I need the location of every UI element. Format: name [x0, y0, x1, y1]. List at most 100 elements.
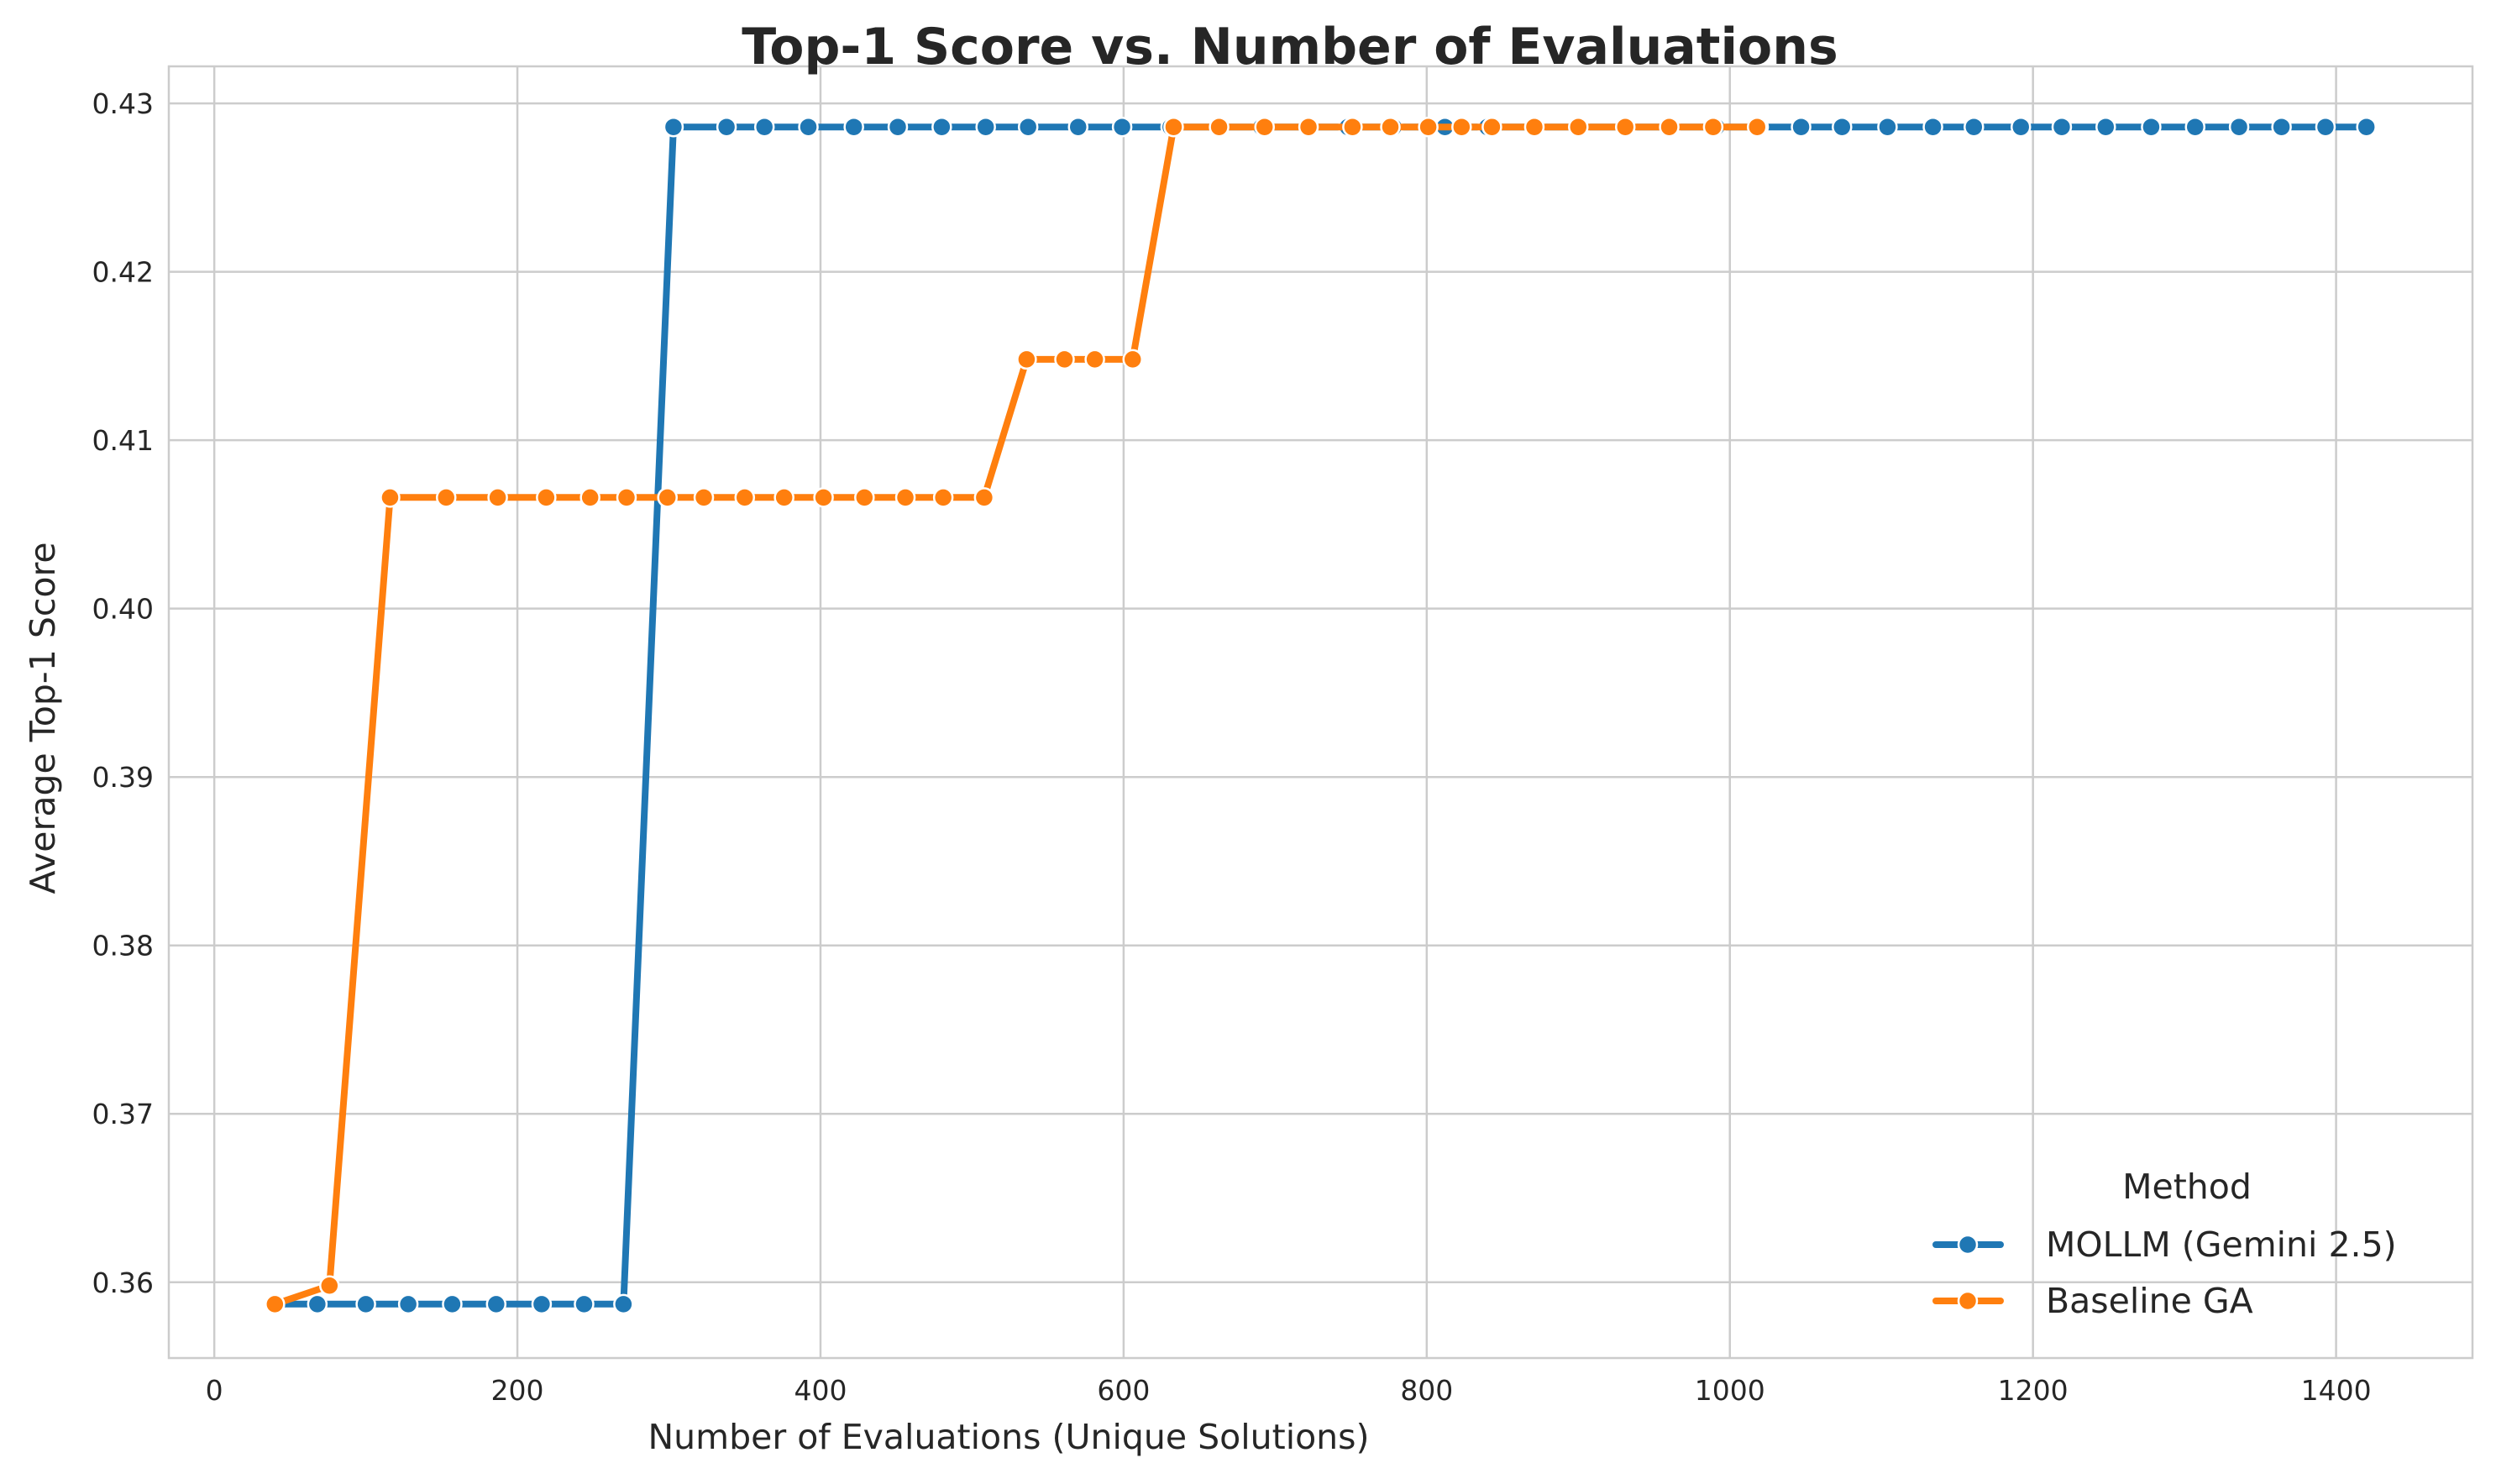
data-point — [442, 1293, 463, 1315]
data-point — [1017, 116, 1039, 138]
data-point — [2141, 116, 2162, 138]
data-point — [536, 487, 557, 508]
data-point — [2271, 116, 2292, 138]
data-point — [1054, 349, 1075, 370]
x-tick-label: 0 — [206, 1374, 223, 1407]
x-tick-label: 800 — [1400, 1374, 1453, 1407]
data-point — [487, 487, 508, 508]
data-point — [1877, 116, 1898, 138]
y-axis-label: Average Top-1 Score — [23, 542, 63, 894]
legend-title: Method — [2122, 1167, 2252, 1207]
data-point — [1702, 116, 1724, 138]
data-point — [1254, 116, 1275, 138]
y-tick-label: 0.41 — [92, 424, 154, 457]
data-point — [319, 1275, 340, 1297]
x-axis-label: Number of Evaluations (Unique Solutions) — [648, 1417, 1369, 1457]
data-point — [734, 487, 755, 508]
data-point — [1016, 349, 1037, 370]
data-point — [1922, 116, 1943, 138]
data-point — [1451, 116, 1472, 138]
y-tick-label: 0.43 — [92, 87, 154, 120]
data-point — [1481, 116, 1502, 138]
data-point — [616, 487, 637, 508]
series-baseline-ga — [265, 116, 1768, 1315]
data-point — [397, 1293, 419, 1315]
data-point — [1568, 116, 1589, 138]
data-point — [1342, 116, 1363, 138]
data-point — [975, 116, 996, 138]
x-tick-label: 600 — [1097, 1374, 1150, 1407]
data-point — [613, 1293, 634, 1315]
x-tick-label: 1000 — [1695, 1374, 1765, 1407]
data-point — [854, 487, 875, 508]
y-tick-label: 0.36 — [92, 1266, 154, 1299]
y-tick-label: 0.39 — [92, 761, 154, 794]
series-layer — [265, 116, 2377, 1315]
y-tick-label: 0.42 — [92, 256, 154, 289]
x-tick-label: 1400 — [2301, 1374, 2372, 1407]
data-point — [1209, 116, 1230, 138]
data-point — [894, 487, 916, 508]
data-point — [1659, 116, 1680, 138]
data-point — [2010, 116, 2032, 138]
data-point — [1122, 349, 1143, 370]
data-point — [1614, 116, 1636, 138]
data-point — [265, 1293, 286, 1315]
legend-label: MOLLM (Gemini 2.5) — [2046, 1224, 2397, 1265]
chart-title: Top-1 Score vs. Number of Evaluations — [742, 18, 1838, 76]
data-point — [813, 487, 834, 508]
data-point — [355, 1293, 376, 1315]
data-point — [307, 1293, 328, 1315]
tick-labels: 0 200 400 600 800 1000 1200 1400 0.36 0.37 0.38 0.3… — [92, 87, 2372, 1407]
data-point — [932, 487, 954, 508]
legend: Method MOLLM (Gemini 2.5) Baseline GA — [1932, 1167, 2397, 1321]
data-point — [1746, 116, 1768, 138]
data-point — [773, 487, 794, 508]
data-point — [1832, 116, 1853, 138]
y-tick-label: 0.40 — [92, 593, 154, 626]
data-point — [1380, 116, 1401, 138]
data-point — [2228, 116, 2250, 138]
data-point — [1791, 116, 1812, 138]
data-point — [435, 487, 457, 508]
plot-frame — [167, 65, 2474, 1360]
data-point — [1964, 116, 1985, 138]
data-point — [1523, 116, 1545, 138]
data-point — [574, 1293, 595, 1315]
data-point — [798, 116, 819, 138]
data-point — [2051, 116, 2073, 138]
x-tick-label: 1200 — [1998, 1374, 2069, 1407]
data-point — [2315, 116, 2336, 138]
data-point — [973, 487, 995, 508]
data-point — [657, 487, 678, 508]
legend-item: MOLLM (Gemini 2.5) — [1932, 1224, 2397, 1265]
y-tick-label: 0.38 — [92, 930, 154, 962]
data-point — [380, 487, 401, 508]
legend-label: Baseline GA — [2046, 1281, 2253, 1321]
legend-swatch-marker — [1957, 1290, 1979, 1312]
data-point — [1418, 116, 1439, 138]
data-point — [1298, 116, 1319, 138]
data-point — [663, 116, 684, 138]
x-tick-label: 400 — [794, 1374, 847, 1407]
data-point — [2184, 116, 2206, 138]
data-point — [531, 1293, 553, 1315]
data-point — [843, 116, 864, 138]
data-point — [1084, 349, 1105, 370]
data-point — [579, 487, 600, 508]
data-point — [1163, 116, 1184, 138]
data-point — [693, 487, 715, 508]
data-point — [887, 116, 909, 138]
data-point — [2095, 116, 2116, 138]
data-point — [716, 116, 737, 138]
data-point — [931, 116, 952, 138]
data-point — [485, 1293, 507, 1315]
y-tick-label: 0.37 — [92, 1098, 154, 1130]
x-tick-label: 200 — [491, 1374, 544, 1407]
data-point — [1111, 116, 1133, 138]
data-point — [2356, 116, 2377, 138]
grid-lines — [169, 66, 2472, 1358]
legend-swatch-marker — [1957, 1234, 1979, 1256]
